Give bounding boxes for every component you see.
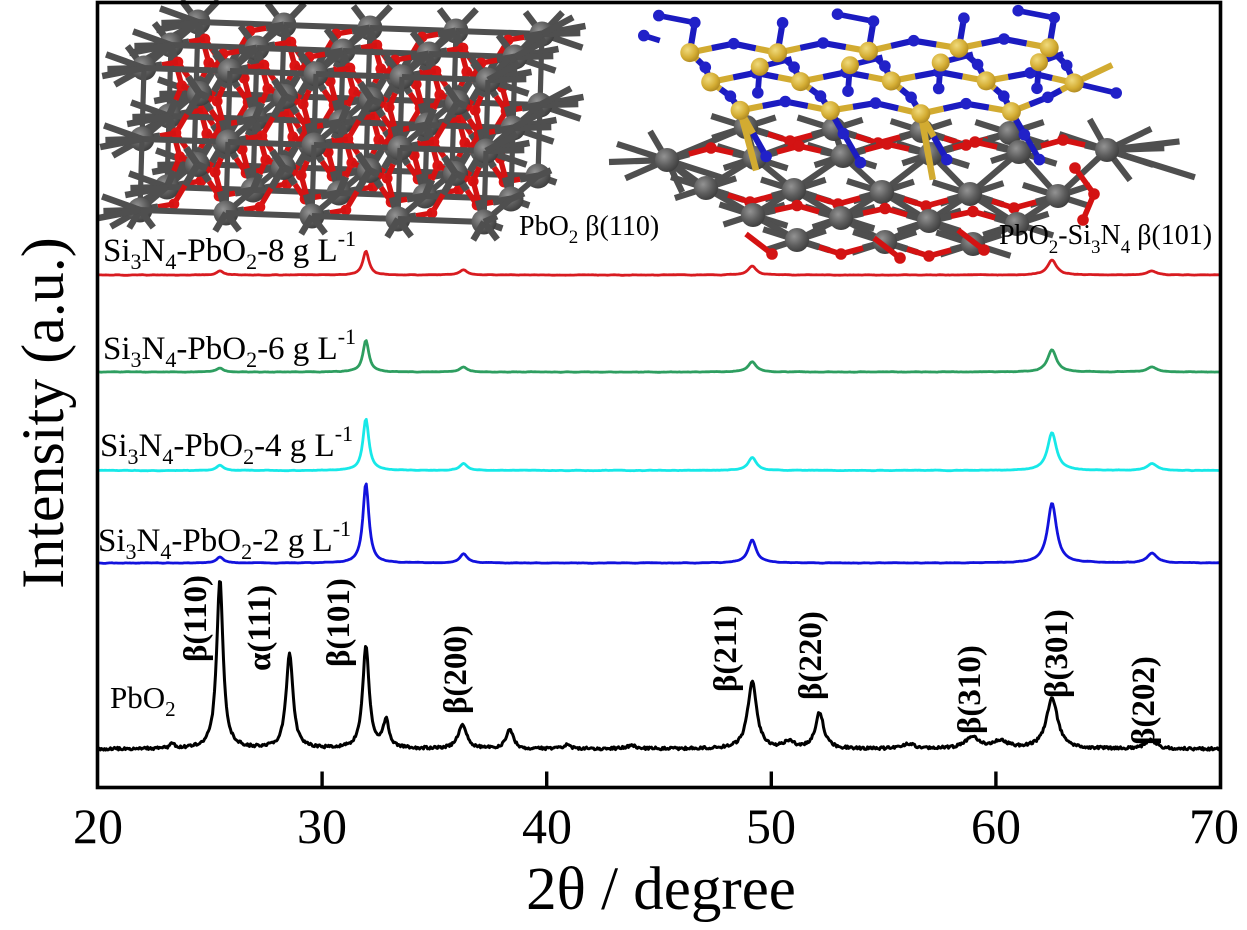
svg-text:40: 40: [522, 798, 572, 854]
svg-text:Si3N4-PbO2-4 g L-1: Si3N4-PbO2-4 g L-1: [100, 421, 353, 469]
svg-text:β(211): β(211): [708, 605, 744, 692]
svg-text:β(200): β(200): [438, 625, 474, 714]
svg-text:Si3N4-PbO2-6 g L-1: Si3N4-PbO2-6 g L-1: [103, 324, 356, 372]
svg-text:50: 50: [746, 798, 796, 854]
svg-text:Intensity (a.u.): Intensity (a.u.): [10, 237, 76, 589]
svg-text:β(301): β(301): [1039, 609, 1075, 698]
svg-text:60: 60: [971, 798, 1021, 854]
svg-text:Si3N4-PbO2-2 g L-1: Si3N4-PbO2-2 g L-1: [98, 516, 351, 564]
svg-text:20: 20: [73, 798, 123, 854]
svg-text:α(111): α(111): [242, 585, 278, 671]
svg-text:β(202): β(202): [1126, 656, 1162, 745]
svg-text:PbO2 β(110): PbO2 β(110): [519, 211, 659, 248]
svg-text:70: 70: [1189, 798, 1239, 854]
svg-text:PbO2: PbO2: [110, 680, 176, 721]
svg-text:β(220): β(220): [793, 611, 829, 700]
svg-text:Si3N4-PbO2-8 g L-1: Si3N4-PbO2-8 g L-1: [103, 226, 356, 274]
svg-text:β(110): β(110): [178, 575, 214, 662]
svg-text:β(101): β(101): [321, 578, 357, 667]
svg-text:30: 30: [297, 798, 347, 854]
svg-text:2θ / degree: 2θ / degree: [526, 856, 796, 923]
svg-text:β(310): β(310): [952, 645, 988, 734]
